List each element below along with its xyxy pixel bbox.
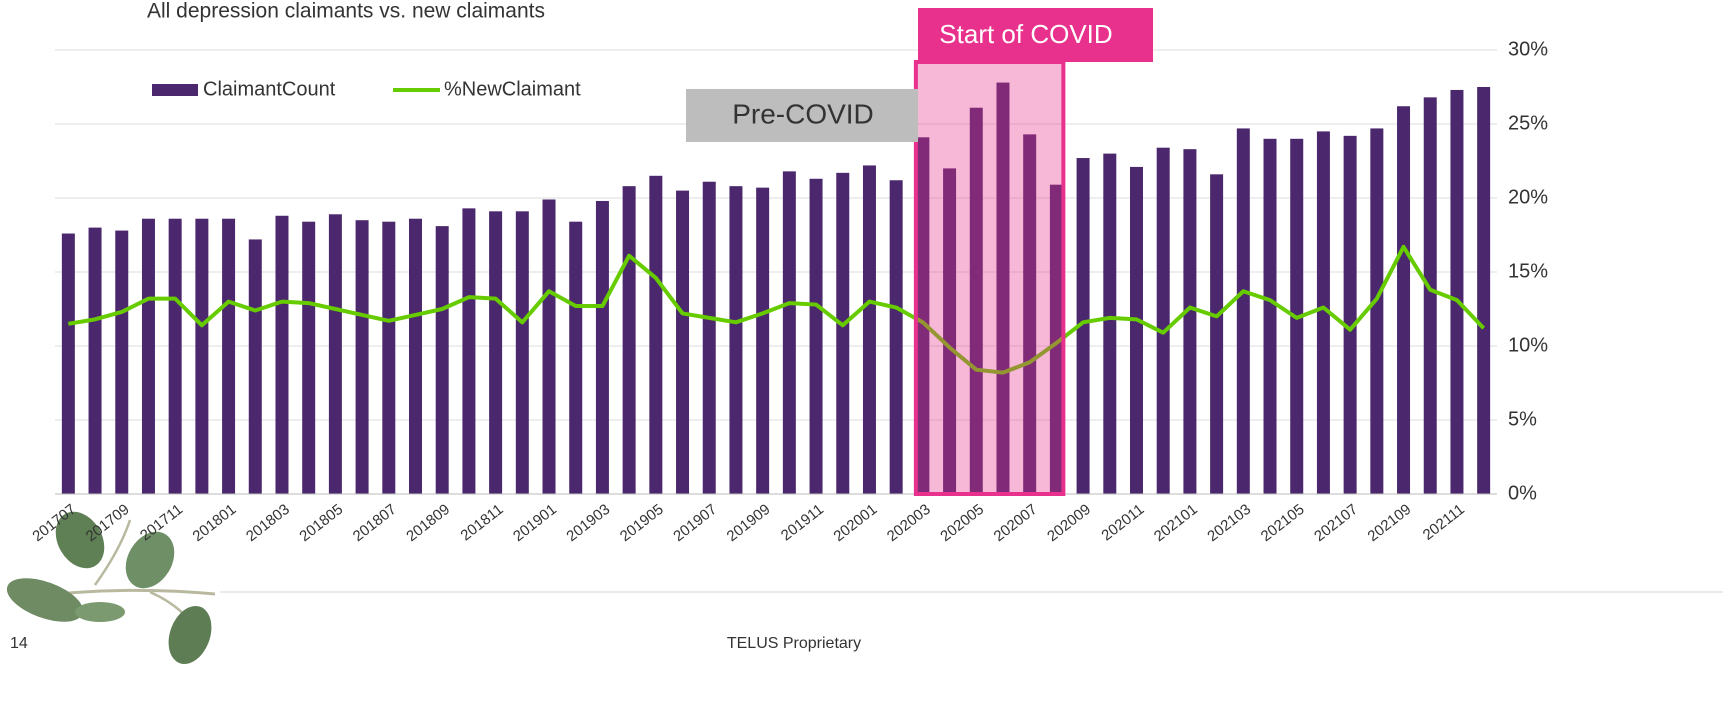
bar — [782, 171, 796, 495]
bar — [1343, 135, 1357, 494]
covid-label: Start of COVID — [939, 19, 1112, 49]
bar — [1156, 147, 1170, 494]
bar — [836, 172, 850, 494]
bar — [1210, 174, 1224, 494]
pre-covid-box — [686, 89, 918, 142]
leaf-decoration — [6, 511, 216, 665]
legend-swatch — [152, 84, 198, 96]
footer-text: TELUS Proprietary — [727, 635, 861, 652]
bar — [462, 208, 476, 495]
bar — [649, 175, 663, 495]
bar — [222, 218, 236, 494]
legend-label: ClaimantCount — [203, 78, 336, 100]
legend-label: %NewClaimant — [444, 78, 581, 100]
bar — [809, 178, 823, 494]
bar — [61, 233, 75, 494]
x-tick-label: 201801 — [190, 501, 240, 545]
x-tick-label: 202005 — [937, 501, 987, 545]
covid-highlight — [913, 60, 1066, 496]
bar — [622, 186, 636, 494]
bar — [729, 186, 743, 494]
bar — [1130, 166, 1143, 495]
bar — [115, 230, 129, 494]
bar — [1023, 134, 1037, 495]
bar — [168, 218, 182, 494]
x-tick-label: 202001 — [830, 501, 880, 545]
bar — [275, 215, 289, 494]
bar — [1236, 128, 1250, 494]
bar — [1316, 131, 1330, 494]
bar — [1477, 87, 1491, 494]
bar — [195, 218, 209, 494]
line — [68, 244, 1486, 375]
bar — [702, 181, 716, 494]
x-tick-label: 201805 — [296, 501, 346, 545]
y-tick-label: 15% — [1508, 260, 1548, 282]
bar — [382, 221, 396, 494]
bar — [248, 239, 262, 494]
bar — [756, 187, 770, 494]
x-tick-label: 201909 — [724, 501, 774, 545]
bar — [302, 221, 316, 494]
x-tick-label: 201907 — [670, 501, 720, 545]
y-tick-label: 25% — [1508, 112, 1548, 134]
bar — [515, 211, 529, 494]
bar — [1450, 89, 1464, 495]
x-tick-label: 202101 — [1151, 501, 1201, 545]
bar — [1423, 97, 1437, 495]
x-tick-label: 202107 — [1311, 501, 1361, 545]
bar — [1049, 184, 1063, 494]
page-number: 14 — [10, 635, 28, 652]
bar — [969, 107, 983, 494]
bar — [1397, 106, 1411, 495]
x-tick-label: 202003 — [884, 501, 934, 545]
bar — [676, 190, 690, 494]
bar — [328, 214, 342, 494]
bar — [355, 220, 369, 494]
x-tick-label: 201807 — [350, 501, 400, 545]
bar — [862, 165, 876, 494]
bar — [916, 137, 930, 494]
chart-title: All depression claimants vs. new claiman… — [147, 0, 545, 23]
y-tick-label: 0% — [1508, 482, 1537, 504]
x-tick-label: 202007 — [991, 501, 1041, 545]
x-tick-label: 201811 — [457, 501, 506, 545]
x-tick-label: 201803 — [243, 501, 293, 545]
y-tick-label: 10% — [1508, 334, 1548, 356]
pre-covid-label: Pre-COVID — [732, 98, 874, 129]
bar — [489, 211, 503, 494]
x-tick-label: 202111 — [1420, 501, 1468, 544]
bar — [1076, 158, 1090, 495]
x-tick-label: 201905 — [617, 501, 667, 545]
bar — [542, 199, 556, 495]
x-tick-label: 202009 — [1044, 501, 1094, 545]
covid-label-box — [918, 8, 1153, 62]
x-tick-label: 202109 — [1365, 501, 1415, 545]
bar — [409, 218, 422, 494]
x-tick-label: 202103 — [1204, 501, 1254, 545]
bar — [1370, 128, 1384, 494]
x-tick-label: 202105 — [1258, 501, 1308, 545]
x-tick-label: 201809 — [403, 501, 453, 545]
bar — [1263, 138, 1277, 495]
x-tick-label: 201911 — [778, 501, 827, 545]
y-tick-label: 30% — [1508, 38, 1548, 60]
bar — [569, 221, 583, 494]
y-tick-label: 20% — [1508, 186, 1548, 208]
x-tick-label: 201901 — [510, 501, 560, 545]
bar — [1183, 149, 1197, 494]
bar — [889, 180, 903, 495]
bar — [88, 227, 102, 494]
bar — [435, 226, 449, 494]
bar — [996, 82, 1010, 494]
x-tick-label: 202011 — [1098, 501, 1147, 545]
y-tick-label: 5% — [1508, 408, 1537, 430]
bar — [943, 168, 957, 494]
bar — [1103, 153, 1117, 494]
bar — [595, 200, 609, 494]
x-tick-label: 201903 — [563, 501, 613, 545]
bar — [141, 218, 155, 494]
